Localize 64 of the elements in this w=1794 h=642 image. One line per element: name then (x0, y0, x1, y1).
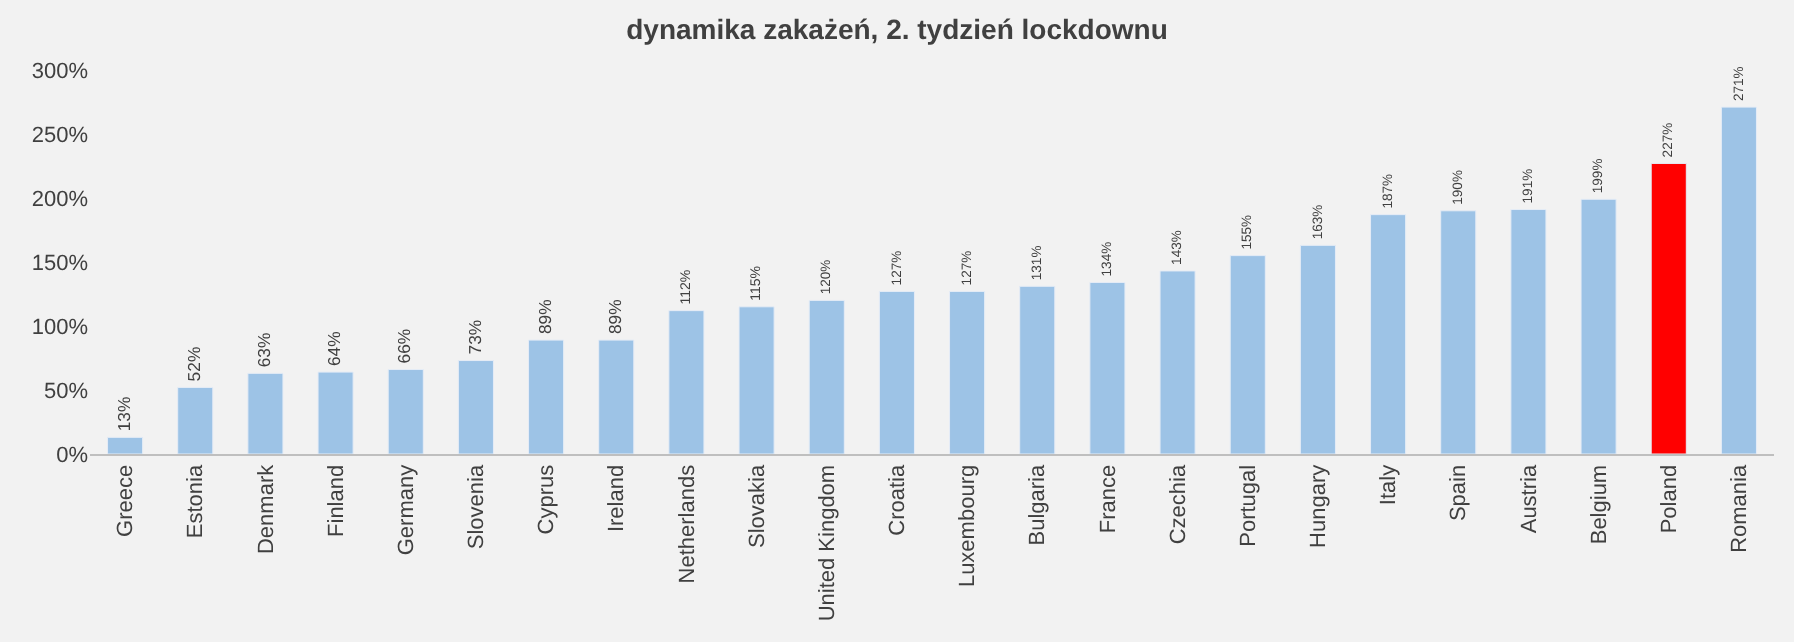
x-tick-label: Austria (1517, 463, 1542, 534)
y-tick-label: 50% (43, 379, 89, 404)
x-tick-label: Netherlands (675, 463, 700, 584)
bar (1370, 214, 1407, 454)
y-tick-label: 0% (56, 443, 89, 468)
x-tick-label: Romania (1728, 463, 1753, 553)
bar (177, 386, 214, 454)
bar (949, 290, 986, 454)
y-tick-label: 150% (31, 251, 89, 276)
bar (1720, 106, 1757, 454)
x-tick-label: Germany (394, 463, 419, 556)
data-label: 73% (464, 319, 485, 355)
bar (878, 290, 915, 454)
bar (247, 372, 284, 454)
data-label: 13% (113, 396, 134, 432)
x-tick-label: Portugal (1236, 464, 1261, 547)
x-tick-label: Spain (1447, 464, 1472, 522)
bar (387, 369, 424, 454)
x-tick-label: Poland (1657, 464, 1682, 534)
chart-title: dynamika zakażeń, 2. tydzień lockdownu (626, 12, 1168, 45)
x-tick-label: Czechia (1166, 463, 1191, 545)
bar (1089, 281, 1126, 454)
x-tick-label: Finland (324, 464, 349, 537)
x-tick-label: France (1096, 464, 1121, 534)
bar (317, 371, 354, 454)
bar (1440, 210, 1477, 454)
bar (457, 360, 494, 454)
x-tick-label: United Kingdom (815, 464, 840, 622)
y-tick-label: 250% (31, 123, 89, 148)
bar (1580, 198, 1617, 454)
data-label: 64% (324, 330, 345, 367)
bar (738, 306, 775, 454)
x-tick-label: Ireland (605, 464, 630, 533)
bar (1229, 255, 1266, 454)
data-label: 52% (183, 346, 204, 382)
bar (808, 299, 845, 454)
x-tick-label: Belgium (1587, 464, 1612, 545)
x-tick-label: Luxembourg (956, 464, 981, 588)
x-tick-label: Hungary (1307, 463, 1332, 548)
x-tick-label: Slovenia (465, 463, 490, 550)
x-tick-label: Cyprus (535, 463, 560, 535)
bar (1650, 162, 1687, 454)
x-tick-label: Croatia (886, 463, 911, 536)
x-tick-label: Italy (1377, 463, 1402, 506)
y-tick-label: 300% (31, 59, 89, 84)
bar (1019, 285, 1056, 454)
data-label: 89% (534, 298, 555, 335)
data-label: 66% (394, 328, 415, 364)
bar (528, 339, 565, 454)
x-tick-label: Greece (114, 464, 139, 537)
bar (107, 436, 144, 454)
bar (598, 339, 635, 454)
bar (1159, 270, 1196, 454)
y-tick-label: 100% (31, 315, 89, 340)
bar (1299, 244, 1336, 454)
data-label: 63% (254, 332, 275, 368)
x-tick-label: Denmark (254, 463, 279, 555)
x-tick-label: Slovakia (745, 463, 770, 548)
x-tick-label: Estonia (184, 463, 209, 539)
x-tick-label: Bulgaria (1026, 463, 1051, 546)
bar (668, 310, 705, 454)
bar (1510, 209, 1547, 454)
y-tick-label: 200% (31, 187, 89, 212)
data-label: 89% (604, 298, 625, 335)
